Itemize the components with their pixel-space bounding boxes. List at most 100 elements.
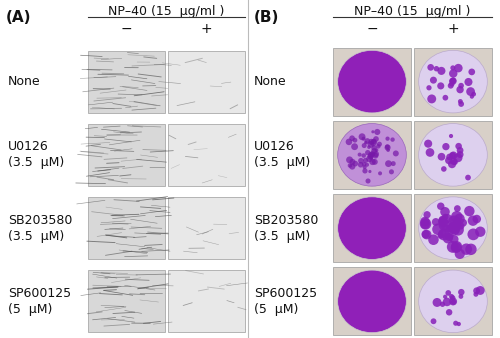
- Text: SP600125
(5  μM): SP600125 (5 μM): [8, 287, 71, 316]
- Circle shape: [349, 163, 356, 170]
- Circle shape: [442, 224, 450, 232]
- Circle shape: [448, 224, 456, 232]
- Circle shape: [365, 163, 369, 167]
- Circle shape: [368, 154, 374, 160]
- Ellipse shape: [418, 270, 488, 333]
- Circle shape: [450, 242, 462, 253]
- Circle shape: [363, 158, 368, 163]
- Circle shape: [358, 158, 364, 164]
- Circle shape: [453, 225, 460, 233]
- Circle shape: [373, 136, 379, 142]
- Circle shape: [458, 222, 464, 230]
- Circle shape: [349, 136, 355, 141]
- Circle shape: [391, 161, 396, 166]
- Text: None: None: [8, 75, 40, 88]
- Ellipse shape: [418, 197, 488, 259]
- Ellipse shape: [338, 197, 406, 259]
- Circle shape: [373, 151, 379, 157]
- Circle shape: [438, 230, 446, 238]
- Text: None: None: [254, 75, 286, 88]
- Circle shape: [465, 175, 471, 180]
- Circle shape: [437, 82, 444, 90]
- Circle shape: [443, 298, 452, 306]
- Circle shape: [422, 230, 432, 239]
- Text: +: +: [447, 22, 459, 36]
- Circle shape: [472, 92, 476, 97]
- Circle shape: [464, 206, 474, 216]
- Circle shape: [450, 235, 458, 244]
- Circle shape: [362, 165, 366, 169]
- Circle shape: [451, 299, 456, 305]
- Circle shape: [434, 66, 439, 71]
- Circle shape: [370, 153, 374, 157]
- Ellipse shape: [418, 124, 488, 186]
- Circle shape: [432, 298, 442, 307]
- Circle shape: [438, 232, 444, 239]
- Circle shape: [362, 168, 368, 173]
- Bar: [88, 124, 165, 186]
- Circle shape: [385, 144, 390, 149]
- Circle shape: [366, 155, 373, 162]
- Circle shape: [446, 309, 452, 315]
- Circle shape: [442, 143, 450, 150]
- Circle shape: [428, 235, 438, 245]
- Circle shape: [362, 137, 366, 141]
- Circle shape: [452, 224, 464, 236]
- Circle shape: [346, 139, 352, 145]
- Circle shape: [364, 138, 370, 144]
- Circle shape: [428, 64, 434, 71]
- Circle shape: [386, 137, 390, 141]
- Circle shape: [372, 159, 378, 165]
- Circle shape: [351, 143, 358, 150]
- Circle shape: [370, 139, 377, 146]
- Circle shape: [450, 151, 458, 160]
- Text: (B): (B): [254, 10, 280, 25]
- Circle shape: [464, 78, 472, 86]
- Circle shape: [448, 223, 456, 231]
- Circle shape: [376, 144, 380, 149]
- Text: −: −: [366, 22, 378, 36]
- Circle shape: [371, 139, 376, 144]
- Circle shape: [438, 228, 450, 240]
- Circle shape: [450, 77, 456, 84]
- Circle shape: [362, 153, 366, 158]
- Circle shape: [442, 95, 448, 101]
- Text: SB203580
(3.5  μM): SB203580 (3.5 μM): [8, 214, 72, 243]
- Circle shape: [449, 294, 454, 299]
- Circle shape: [440, 219, 446, 226]
- Circle shape: [385, 160, 392, 167]
- Circle shape: [448, 216, 460, 227]
- Circle shape: [430, 318, 436, 324]
- Circle shape: [449, 152, 456, 159]
- Circle shape: [348, 163, 352, 168]
- Circle shape: [450, 218, 461, 230]
- Circle shape: [368, 139, 374, 145]
- Circle shape: [430, 77, 437, 83]
- Bar: [88, 51, 165, 113]
- Circle shape: [390, 138, 395, 142]
- Text: NP–40 (15  μg/ml ): NP–40 (15 μg/ml ): [354, 5, 470, 18]
- Circle shape: [372, 152, 378, 159]
- Text: U0126
(3.5  μM): U0126 (3.5 μM): [8, 140, 64, 169]
- Text: NP–40 (15  μg/ml ): NP–40 (15 μg/ml ): [108, 5, 224, 18]
- Circle shape: [358, 133, 366, 140]
- Circle shape: [456, 322, 461, 326]
- Circle shape: [438, 153, 446, 161]
- Circle shape: [372, 145, 377, 151]
- Circle shape: [371, 148, 377, 154]
- Circle shape: [454, 218, 461, 225]
- Circle shape: [426, 148, 434, 157]
- Circle shape: [358, 162, 364, 168]
- Circle shape: [454, 249, 465, 259]
- Circle shape: [427, 94, 436, 103]
- Circle shape: [443, 295, 447, 299]
- Circle shape: [346, 156, 353, 163]
- Circle shape: [437, 202, 444, 210]
- Circle shape: [470, 95, 474, 99]
- Circle shape: [450, 65, 456, 70]
- Ellipse shape: [338, 124, 406, 186]
- Bar: [333, 121, 411, 189]
- Circle shape: [446, 224, 454, 232]
- Circle shape: [447, 241, 458, 253]
- Circle shape: [448, 225, 458, 234]
